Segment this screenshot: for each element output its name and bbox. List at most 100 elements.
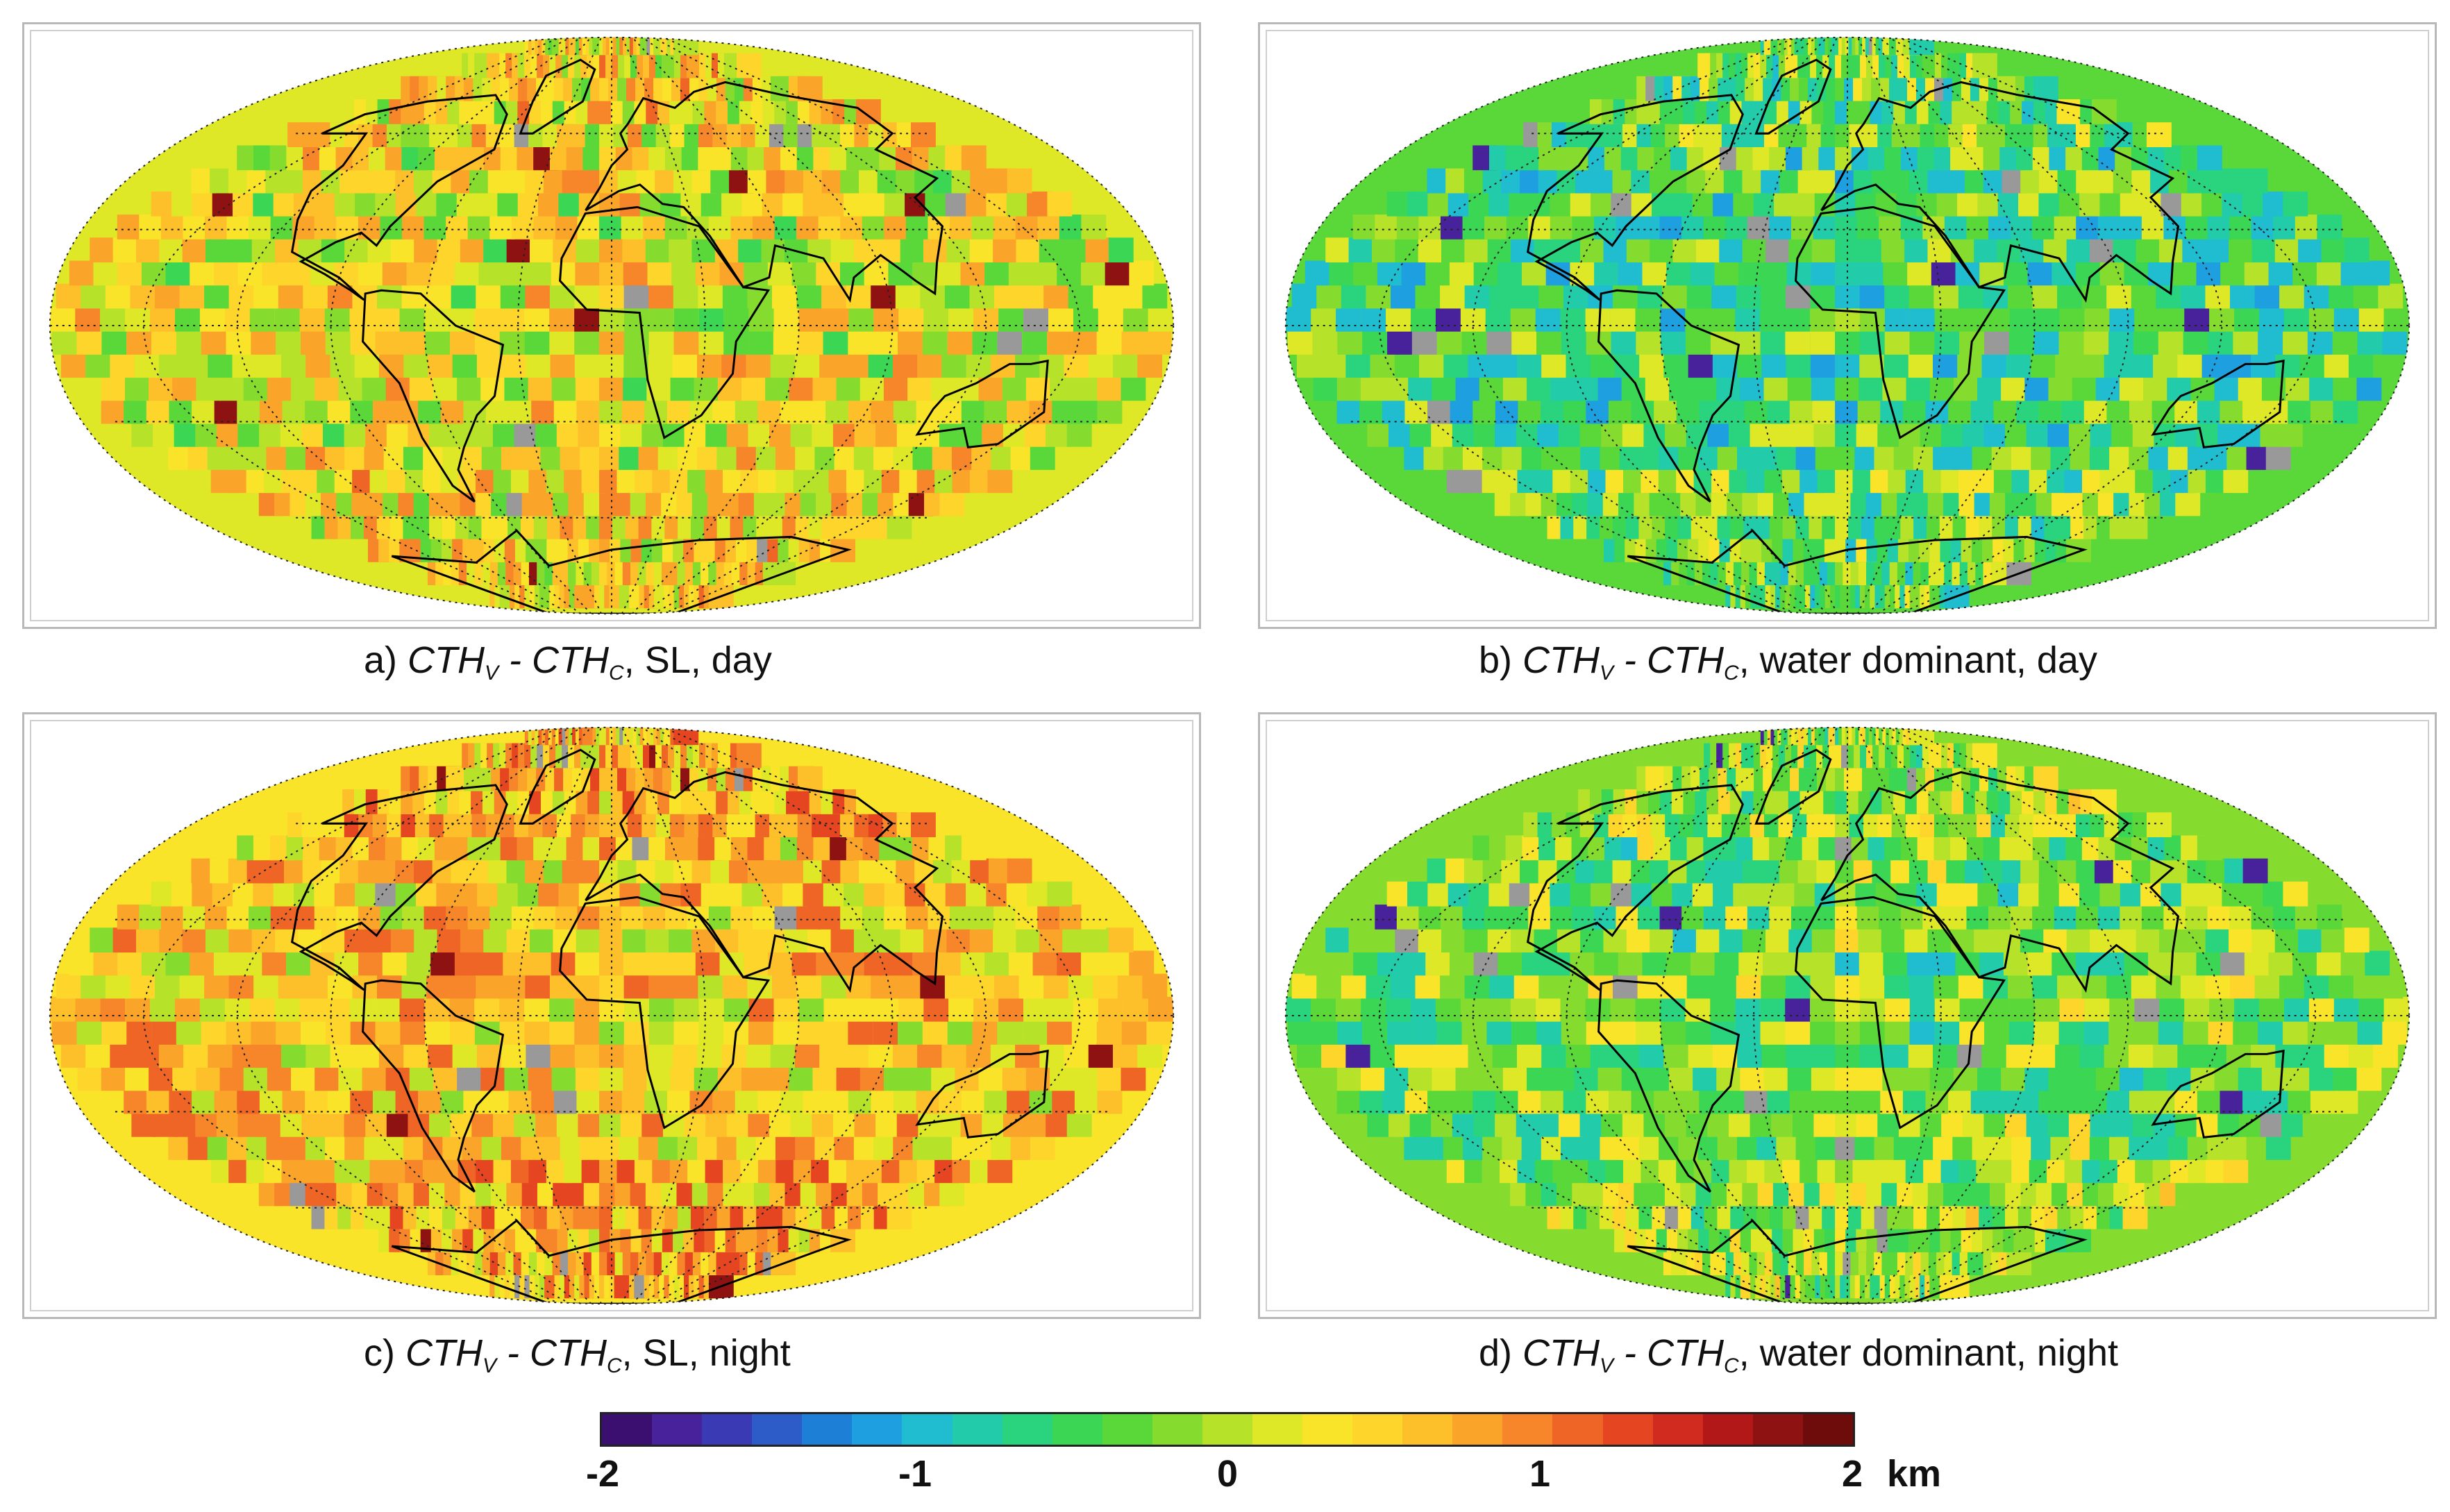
data-cell bbox=[251, 237, 277, 263]
data-cell bbox=[790, 1111, 816, 1137]
data-cell bbox=[1572, 905, 1597, 930]
data-cell bbox=[1661, 330, 1686, 355]
data-cell bbox=[666, 1089, 692, 1114]
data-cell bbox=[553, 398, 579, 424]
meridian-line bbox=[1659, 37, 1828, 614]
data-cell bbox=[2158, 330, 2183, 355]
data-cell bbox=[237, 950, 263, 976]
data-cell bbox=[2153, 353, 2178, 378]
data-cell bbox=[2344, 237, 2369, 263]
data-cell bbox=[1081, 215, 1107, 240]
data-cell bbox=[812, 421, 837, 447]
data-cell bbox=[1761, 283, 1786, 309]
data-cell bbox=[301, 330, 326, 355]
data-cell bbox=[2356, 376, 2382, 401]
data-cell bbox=[1080, 950, 1106, 976]
data-cell bbox=[1810, 330, 1836, 355]
data-cell bbox=[301, 1020, 326, 1045]
data-cell bbox=[791, 260, 817, 286]
data-cell bbox=[2229, 237, 2254, 263]
colorbar-swatch bbox=[652, 1414, 703, 1445]
data-cell bbox=[531, 398, 557, 424]
data-cell bbox=[2229, 215, 2255, 240]
data-cell bbox=[249, 996, 275, 1022]
data-cell bbox=[2292, 950, 2318, 976]
data-cell bbox=[282, 398, 308, 424]
data-cell bbox=[1047, 191, 1073, 217]
data-cell bbox=[910, 122, 936, 147]
data-cell bbox=[1325, 237, 1351, 263]
data-cell bbox=[151, 330, 176, 355]
data-cell bbox=[492, 421, 518, 447]
data-cell bbox=[105, 973, 131, 999]
data-cell bbox=[599, 905, 624, 930]
data-cell bbox=[1560, 996, 1586, 1022]
data-cell bbox=[424, 996, 450, 1022]
data-cell bbox=[556, 1111, 582, 1137]
data-cell bbox=[506, 237, 532, 263]
data-cell bbox=[2032, 973, 2058, 999]
data-cell bbox=[1015, 905, 1041, 930]
data-cell bbox=[576, 1089, 602, 1114]
data-cell bbox=[338, 1066, 364, 1091]
data-cell bbox=[2298, 927, 2324, 953]
data-cell bbox=[1462, 215, 1488, 240]
data-cell bbox=[526, 950, 552, 976]
data-cell bbox=[823, 996, 849, 1022]
data-cell bbox=[324, 996, 350, 1022]
data-cell bbox=[2043, 237, 2069, 263]
data-cell bbox=[1441, 927, 1466, 953]
data-cell bbox=[748, 1111, 773, 1137]
data-cell bbox=[1763, 376, 1789, 401]
data-cell bbox=[910, 812, 936, 837]
data-cell bbox=[1902, 1089, 1928, 1114]
data-cell bbox=[1785, 1020, 1811, 1045]
data-cell bbox=[402, 905, 427, 930]
data-cell bbox=[2332, 1020, 2358, 1045]
data-cell bbox=[1321, 1043, 1346, 1068]
data-cell bbox=[1487, 237, 1513, 263]
data-cell bbox=[1858, 237, 1883, 263]
data-cell bbox=[2324, 353, 2349, 378]
data-cell bbox=[1341, 973, 1366, 999]
data-cell bbox=[1761, 353, 1787, 378]
data-cell bbox=[1062, 927, 1088, 953]
data-cell bbox=[1608, 398, 1634, 424]
data-cell bbox=[440, 1089, 466, 1114]
colorbar-swatch bbox=[702, 1414, 753, 1445]
data-cell bbox=[249, 215, 274, 240]
data-cell bbox=[124, 1089, 149, 1114]
data-cell bbox=[51, 1020, 77, 1045]
data-cell bbox=[1452, 421, 1477, 447]
data-cell bbox=[1464, 973, 1490, 999]
data-cell bbox=[549, 330, 575, 355]
data-cell bbox=[705, 421, 731, 447]
data-cell bbox=[75, 306, 101, 332]
data-cell bbox=[1884, 283, 1910, 309]
data-cell bbox=[1473, 1111, 1499, 1137]
data-cell bbox=[196, 376, 221, 401]
data-cell bbox=[172, 376, 198, 401]
data-cell bbox=[93, 950, 119, 976]
data-cell bbox=[1563, 398, 1588, 424]
data-cell bbox=[60, 353, 86, 378]
data-cell bbox=[139, 215, 165, 240]
data-cell bbox=[450, 1020, 475, 1045]
data-cell bbox=[887, 514, 912, 539]
data-cell bbox=[551, 950, 576, 976]
data-cell bbox=[1703, 215, 1729, 240]
data-cell bbox=[2047, 1111, 2073, 1137]
data-cell bbox=[1563, 1089, 1588, 1114]
data-cell bbox=[2109, 306, 2135, 332]
data-cell bbox=[428, 1043, 453, 1068]
data-cell bbox=[467, 215, 493, 240]
data-cell bbox=[450, 1111, 476, 1137]
data-cell bbox=[2184, 996, 2210, 1022]
data-cell bbox=[1511, 927, 1536, 953]
data-cell bbox=[101, 376, 126, 401]
data-cell bbox=[2373, 353, 2399, 378]
coastline bbox=[1795, 205, 2006, 439]
data-cell bbox=[803, 398, 828, 424]
data-cell bbox=[504, 1066, 530, 1091]
data-cell bbox=[2159, 996, 2185, 1022]
